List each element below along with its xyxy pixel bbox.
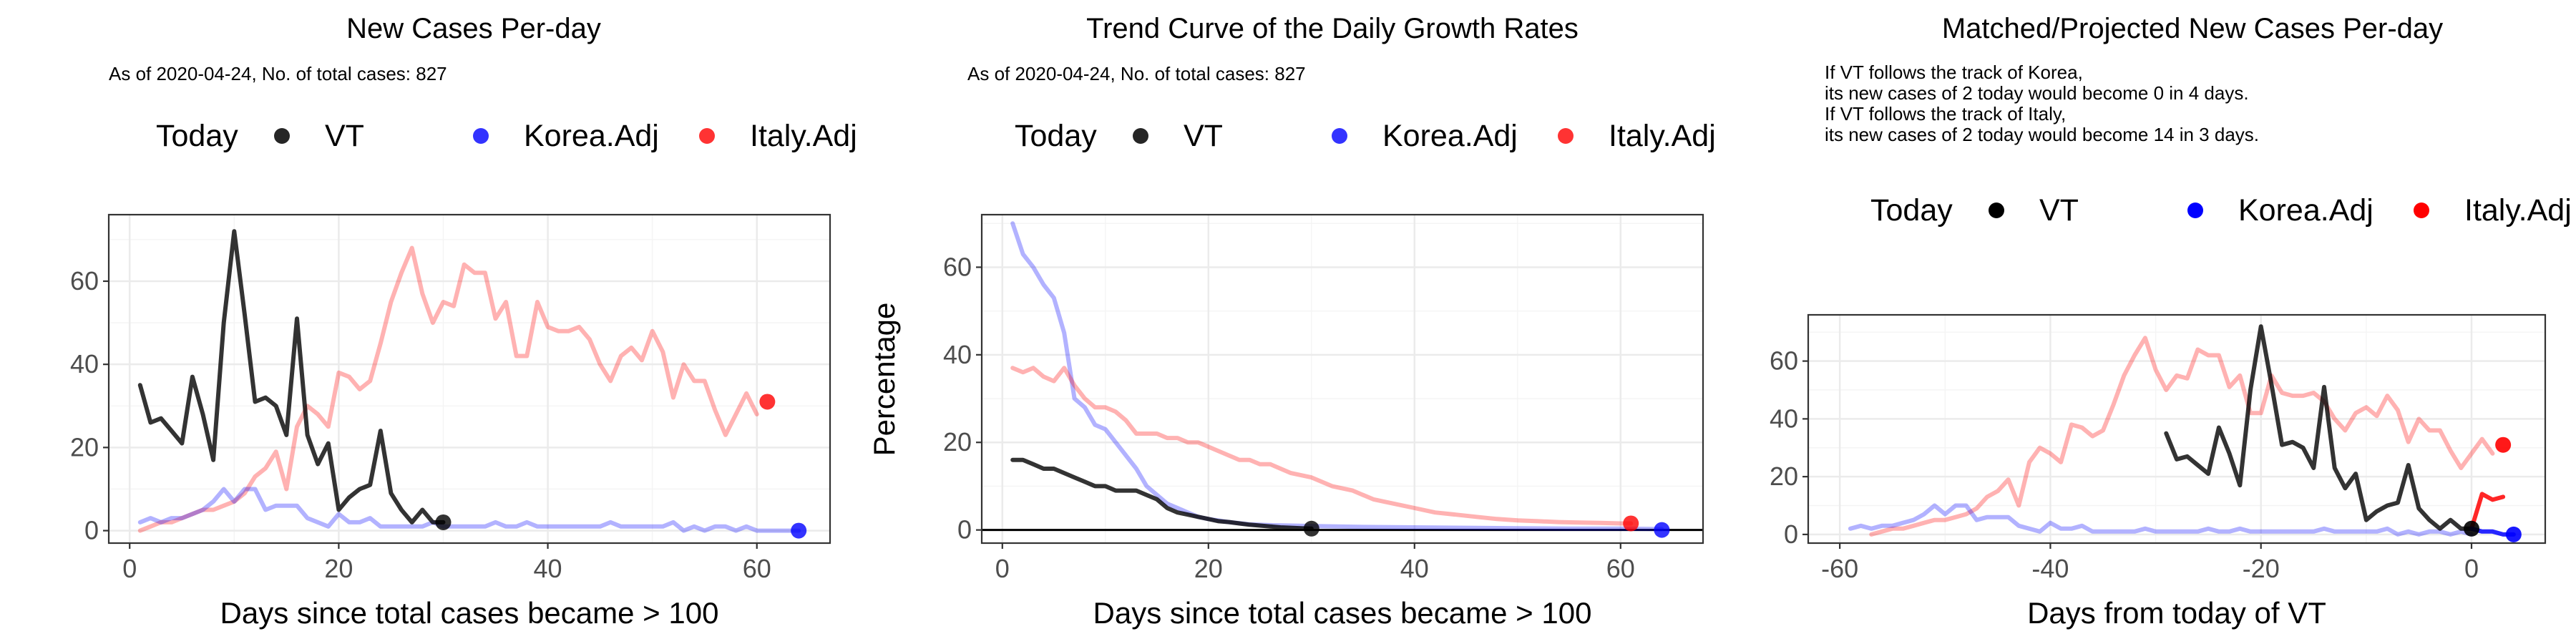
series-line-vt <box>2164 324 2474 531</box>
y-tick-label: 20 <box>70 432 99 462</box>
y-tick-label: 20 <box>1770 462 1798 491</box>
today-point-italy-adj <box>2495 436 2512 453</box>
x-tick-label: 0 <box>995 554 1010 583</box>
chart-subtitle: As of 2020-04-24, No. of total cases: 82… <box>109 63 447 84</box>
series-line-italy-adj <box>1869 336 2495 537</box>
x-axis-title: Days since total cases became > 100 <box>1093 596 1592 630</box>
legend-label-vt: VT <box>325 119 364 153</box>
y-tick-label: 40 <box>1770 404 1798 433</box>
plot-frame <box>1807 313 2547 545</box>
x-axis-title: Days since total cases became > 100 <box>220 596 719 630</box>
today-point-korea-adj <box>791 522 807 539</box>
y-tick-label: 40 <box>943 340 972 369</box>
y-tick-label: 0 <box>1784 519 1798 549</box>
legend-key-korea-adj <box>1332 128 1347 144</box>
chart-subtitle: its new cases of 2 today would become 0 … <box>1825 82 2249 104</box>
y-tick-label: 0 <box>84 516 99 545</box>
legend-label-korea-adj: Korea.Adj <box>2238 193 2373 228</box>
legend-title: Today <box>1870 193 1953 228</box>
today-point-vt <box>435 514 452 530</box>
series-line-italy-adj <box>137 245 759 533</box>
legend-label-italy-adj: Italy.Adj <box>750 119 857 153</box>
chart-subtitle: its new cases of 2 today would become 14… <box>1825 124 2259 145</box>
series-line-korea-adj <box>1848 503 2474 537</box>
legend-label-vt: VT <box>2039 193 2079 228</box>
chart-subtitle: As of 2020-04-24, No. of total cases: 82… <box>967 63 1306 84</box>
chart-title: New Cases Per-day <box>346 13 601 44</box>
today-point-italy-adj <box>1623 515 1639 532</box>
y-tick-label: 60 <box>943 252 972 281</box>
x-tick-label: 0 <box>2464 554 2479 583</box>
series-line-vt <box>137 229 446 525</box>
plot-frame <box>107 213 831 545</box>
legend-key-vt <box>274 128 290 144</box>
x-tick-label: 60 <box>743 554 771 583</box>
legend-label-korea-adj: Korea.Adj <box>1382 119 1518 153</box>
series-line-italy-adj-projected <box>2469 492 2506 531</box>
today-point-korea-adj <box>2505 526 2522 542</box>
y-tick-label: 60 <box>70 266 99 296</box>
series-line-korea-adj <box>1010 221 1664 532</box>
x-tick-label: 40 <box>534 554 562 583</box>
panel-growth-rates: Trend Curve of the Daily Growth Rates As … <box>867 13 1716 630</box>
chart-title: Matched/Projected New Cases Per-day <box>1942 13 2443 44</box>
legend-title: Today <box>1015 119 1097 153</box>
y-tick-label: 20 <box>943 427 972 457</box>
today-point-vt <box>2464 520 2479 537</box>
legend-key-italy-adj <box>2414 203 2429 218</box>
legend-key-vt <box>1989 203 2004 218</box>
legend-label-vt: VT <box>1184 119 1223 153</box>
x-tick-label: 20 <box>324 554 353 583</box>
y-tick-label: 60 <box>1770 346 1798 376</box>
chart-subtitle: If VT follows the track of Italy, <box>1825 103 2066 125</box>
series-line-korea-adj <box>137 487 801 533</box>
y-tick-label: 40 <box>70 349 99 379</box>
legend: Today VT Korea.Adj Italy.Adj <box>156 119 857 153</box>
plot-frame <box>980 213 1704 545</box>
panel-projected-cases: Matched/Projected New Cases Per-day If VT… <box>1770 13 2572 630</box>
legend-title: Today <box>156 119 238 153</box>
x-tick-label: 0 <box>122 554 137 583</box>
series-line-italy-adj <box>1010 366 1634 526</box>
legend-label-italy-adj: Italy.Adj <box>2464 193 2572 228</box>
legend-key-vt <box>1133 128 1148 144</box>
legend: Today VT Korea.Adj Italy.Adj <box>1870 193 2572 228</box>
today-point-korea-adj <box>1654 522 1670 538</box>
x-tick-label: -60 <box>1821 554 1858 583</box>
legend: Today VT Korea.Adj Italy.Adj <box>1015 119 1716 153</box>
y-tick-label: 0 <box>957 515 972 545</box>
x-tick-label: 60 <box>1606 554 1635 583</box>
legend-label-korea-adj: Korea.Adj <box>524 119 659 153</box>
y-axis-title: Percentage <box>867 303 901 457</box>
legend-key-korea-adj <box>2187 203 2203 218</box>
legend-key-italy-adj <box>699 128 715 144</box>
today-point-italy-adj <box>759 394 776 410</box>
legend-label-italy-adj: Italy.Adj <box>1609 119 1716 153</box>
grid <box>109 215 830 543</box>
chart-title: Trend Curve of the Daily Growth Rates <box>1086 13 1579 44</box>
x-tick-label: -20 <box>2243 554 2280 583</box>
grid <box>1808 315 2545 543</box>
legend-key-korea-adj <box>473 128 489 144</box>
x-tick-label: -40 <box>2031 554 2069 583</box>
x-tick-label: 40 <box>1400 554 1429 583</box>
legend-key-italy-adj <box>1558 128 1574 144</box>
x-axis-title: Days from today of VT <box>2027 596 2326 630</box>
today-point-vt <box>1303 520 1319 537</box>
grid <box>982 215 1703 543</box>
x-tick-label: 20 <box>1194 554 1223 583</box>
panel-new-cases: New Cases Per-day As of 2020-04-24, No. o… <box>70 13 857 630</box>
series-line-vt <box>1010 457 1314 531</box>
chart-subtitle: If VT follows the track of Korea, <box>1825 62 2083 83</box>
